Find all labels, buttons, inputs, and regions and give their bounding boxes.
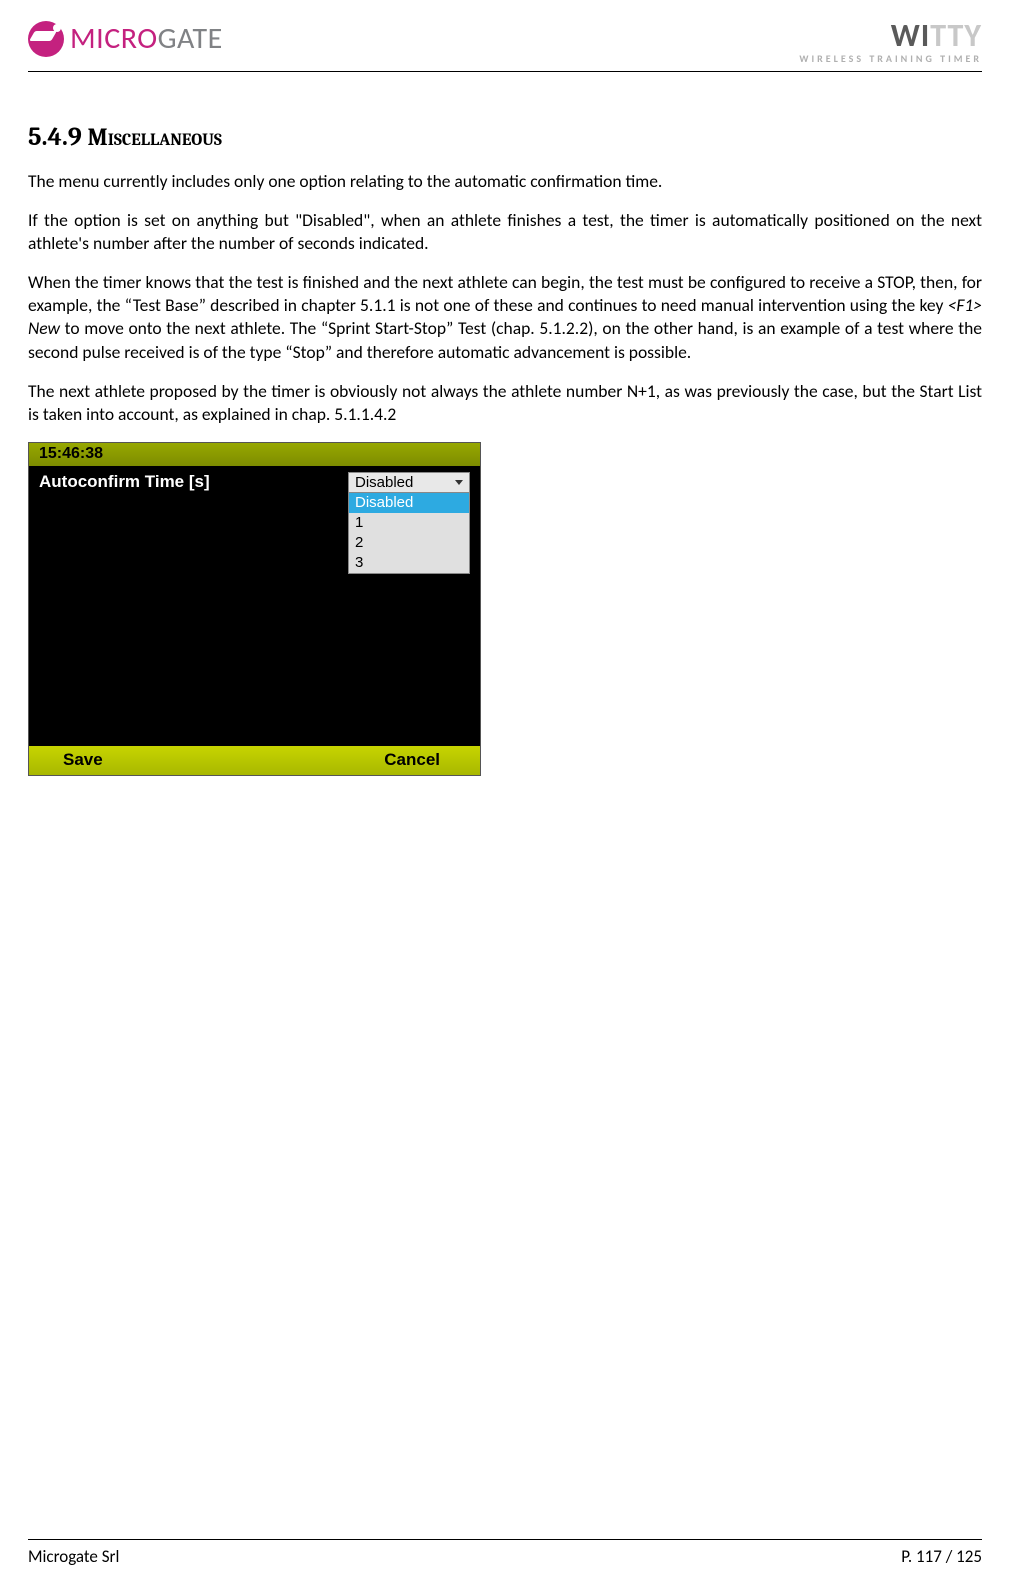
footer-page-number: P. 117 / 125 (901, 1546, 982, 1567)
autoconfirm-label: Autoconfirm Time [s] (39, 472, 210, 492)
dropdown-option[interactable]: 2 (349, 533, 469, 553)
paragraph-3: When the timer knows that the test is fi… (28, 271, 982, 363)
autoconfirm-row: Autoconfirm Time [s] Disabled Disabled 1… (29, 466, 480, 574)
witty-subtitle: WIRELESS TRAINING TIMER (799, 52, 982, 65)
dropdown-option[interactable]: Disabled (349, 493, 469, 513)
dropdown-option[interactable]: 3 (349, 553, 469, 573)
witty-light: TTY (930, 16, 982, 55)
logo-microgate: MICROGATE (28, 20, 223, 57)
microgate-icon (28, 21, 64, 57)
dropdown-selected[interactable]: Disabled (349, 473, 469, 493)
paragraph-1: The menu currently includes only one opt… (28, 170, 982, 193)
dropdown-selected-text: Disabled (355, 474, 413, 491)
page-header: MICROGATE WITTY WIRELESS TRAINING TIMER (28, 20, 982, 65)
paragraph-2: If the option is set on anything but "Di… (28, 209, 982, 255)
footer-company: Microgate Srl (28, 1546, 119, 1567)
paragraph-4: The next athlete proposed by the timer i… (28, 380, 982, 426)
cancel-button[interactable]: Cancel (350, 750, 480, 770)
logo-witty: WITTY WIRELESS TRAINING TIMER (799, 20, 982, 65)
section-title: Miscellaneous (87, 123, 222, 151)
device-time: 15:46:38 (39, 445, 103, 462)
section-heading: 5.4.9 Miscellaneous (28, 122, 982, 152)
device-time-bar: 15:46:38 (29, 443, 480, 466)
save-button[interactable]: Save (29, 750, 350, 770)
chevron-down-icon (455, 480, 463, 485)
footer-divider (28, 1539, 982, 1540)
microgate-wordmark: MICROGATE (70, 20, 223, 57)
dropdown-option[interactable]: 1 (349, 513, 469, 533)
witty-dark: WI (891, 16, 931, 55)
paragraph-3a: When the timer knows that the test is fi… (28, 271, 982, 316)
page-footer: Microgate Srl P. 117 / 125 (28, 1539, 982, 1567)
autoconfirm-dropdown[interactable]: Disabled Disabled 1 2 3 (348, 472, 470, 574)
section-number: 5.4.9 (28, 122, 82, 152)
device-screenshot: 15:46:38 Autoconfirm Time [s] Disabled D… (28, 442, 481, 776)
logo-text-pink: MICRO (70, 20, 158, 57)
header-divider (28, 71, 982, 72)
logo-text-gray: GATE (158, 20, 223, 57)
device-button-bar: Save Cancel (29, 746, 480, 775)
device-body: Autoconfirm Time [s] Disabled Disabled 1… (29, 466, 480, 746)
paragraph-3b: to move onto the next athlete. The “Spri… (28, 317, 982, 362)
witty-wordmark: WITTY (799, 20, 982, 52)
